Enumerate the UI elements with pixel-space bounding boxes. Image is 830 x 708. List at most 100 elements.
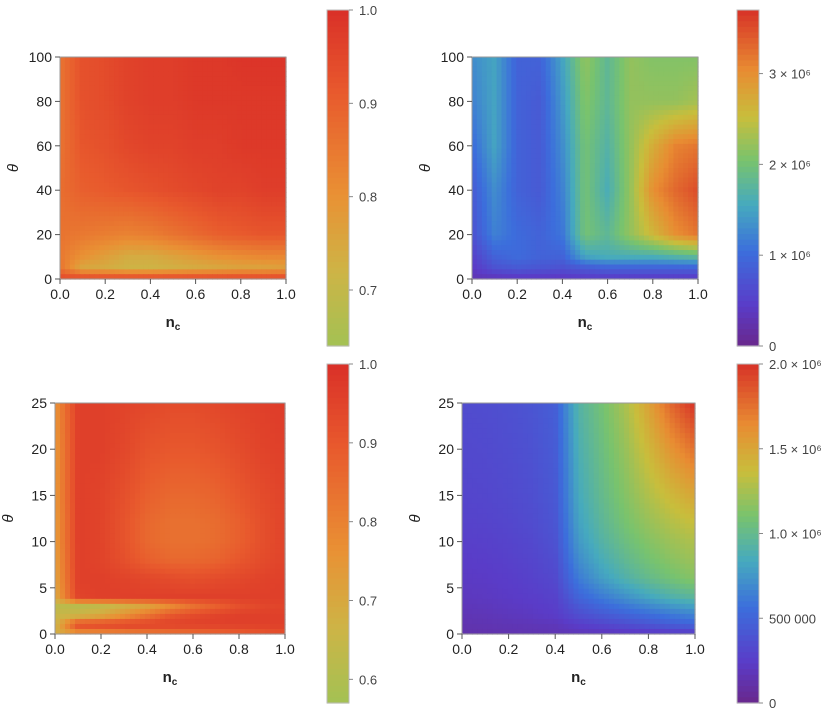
heatmap-cell: [64, 129, 71, 135]
heatmap-cell: [185, 423, 191, 429]
heatmap-cell: [261, 76, 267, 82]
heatmap-cell: [663, 235, 670, 241]
heatmap-cell: [227, 76, 233, 82]
heatmap-cell: [521, 143, 527, 150]
heatmap-cell: [266, 269, 272, 275]
heatmap-cell: [236, 240, 243, 246]
heatmap-cell: [530, 114, 537, 121]
heatmap-cell: [163, 57, 169, 63]
heatmap-cell: [227, 90, 233, 97]
heatmap-cell: [212, 177, 218, 184]
heatmap-cell: [511, 254, 517, 261]
heatmap-cell: [79, 71, 86, 77]
heatmap-cell: [251, 134, 258, 140]
heatmap-cell: [165, 443, 171, 449]
heatmap-cell: [185, 413, 191, 419]
heatmap-cell: [280, 408, 286, 414]
heatmap-cell: [476, 192, 483, 198]
heatmap-cell: [153, 225, 159, 232]
heatmap-cell: [246, 240, 253, 246]
x-tick-label: 0.6: [186, 286, 206, 302]
heatmap-cell: [99, 134, 105, 140]
heatmap-cell: [599, 105, 606, 111]
heatmap-cell: [182, 66, 189, 73]
heatmap-cell: [609, 95, 616, 102]
heatmap-cell: [678, 274, 684, 280]
heatmap-cell: [648, 259, 655, 266]
heatmap-cell: [688, 182, 694, 188]
heatmap-cell: [256, 201, 263, 208]
heatmap-cell: [634, 119, 640, 126]
heatmap-cell: [120, 438, 126, 444]
heatmap-cell: [65, 413, 71, 419]
heatmap-cell: [261, 230, 267, 237]
heatmap-cell: [74, 201, 81, 208]
heatmap-cell: [207, 163, 213, 169]
heatmap-cell: [594, 240, 601, 246]
heatmap-cell: [570, 85, 576, 92]
heatmap-cell: [270, 438, 276, 444]
heatmap-cell: [663, 85, 670, 92]
heatmap-cell: [177, 66, 184, 73]
heatmap-cell: [276, 264, 282, 270]
heatmap-cell: [624, 192, 630, 198]
heatmap-cell: [270, 428, 276, 434]
heatmap-cell: [570, 90, 576, 97]
heatmap-cell: [70, 408, 76, 414]
heatmap-cell: [177, 225, 184, 232]
heatmap-cell: [246, 105, 253, 111]
heatmap-cell: [104, 143, 110, 150]
heatmap-cell: [153, 216, 159, 222]
heatmap-cell: [140, 428, 146, 434]
heatmap-cell: [104, 269, 110, 275]
heatmap-cell: [629, 192, 635, 198]
heatmap-cell: [648, 57, 655, 63]
heatmap-cell: [639, 100, 645, 106]
heatmap-cell: [84, 158, 91, 164]
heatmap-cell: [550, 206, 557, 213]
heatmap-cell: [158, 221, 164, 227]
heatmap-cell: [163, 201, 169, 208]
heatmap-cell: [599, 119, 606, 126]
heatmap-cell: [589, 129, 596, 135]
heatmap-cell: [160, 448, 166, 454]
heatmap-cell: [133, 211, 140, 217]
heatmap-cell: [163, 148, 169, 155]
heatmap-cell: [609, 182, 616, 188]
heatmap-cell: [220, 438, 226, 444]
heatmap-cell: [648, 153, 655, 159]
heatmap-cell: [643, 182, 650, 188]
heatmap-cell: [187, 269, 194, 275]
heatmap-cell: [74, 124, 81, 130]
heatmap-cell: [168, 182, 174, 188]
heatmap-cell: [210, 418, 216, 424]
heatmap-cell: [614, 90, 620, 97]
heatmap-cell: [99, 81, 105, 87]
heatmap-cell: [585, 105, 591, 111]
heatmap-cell: [481, 211, 488, 217]
heatmap-cell: [663, 90, 670, 97]
heatmap-cell: [575, 177, 581, 184]
heatmap-cell: [472, 124, 478, 130]
heatmap-cell: [511, 76, 517, 82]
heatmap-cell: [496, 105, 503, 111]
heatmap-cell: [115, 433, 121, 439]
heatmap-cell: [153, 110, 159, 116]
heatmap-cell: [114, 259, 120, 266]
heatmap-cell: [565, 250, 571, 256]
heatmap-cell: [521, 66, 527, 73]
heatmap-cell: [511, 81, 517, 87]
heatmap-cell: [143, 250, 150, 256]
heatmap-cell: [240, 458, 246, 464]
heatmap-cell: [227, 61, 233, 68]
heatmap-cell: [545, 114, 552, 121]
colorbar-segment: [327, 284, 349, 291]
heatmap-cell: [212, 264, 218, 270]
heatmap-cell: [160, 433, 166, 439]
heatmap-cell: [266, 143, 272, 150]
heatmap-cell: [227, 57, 233, 63]
colorbar-segment: [327, 21, 349, 28]
heatmap-cell: [185, 428, 191, 434]
heatmap-cell: [231, 274, 238, 280]
heatmap-cell: [84, 119, 91, 126]
